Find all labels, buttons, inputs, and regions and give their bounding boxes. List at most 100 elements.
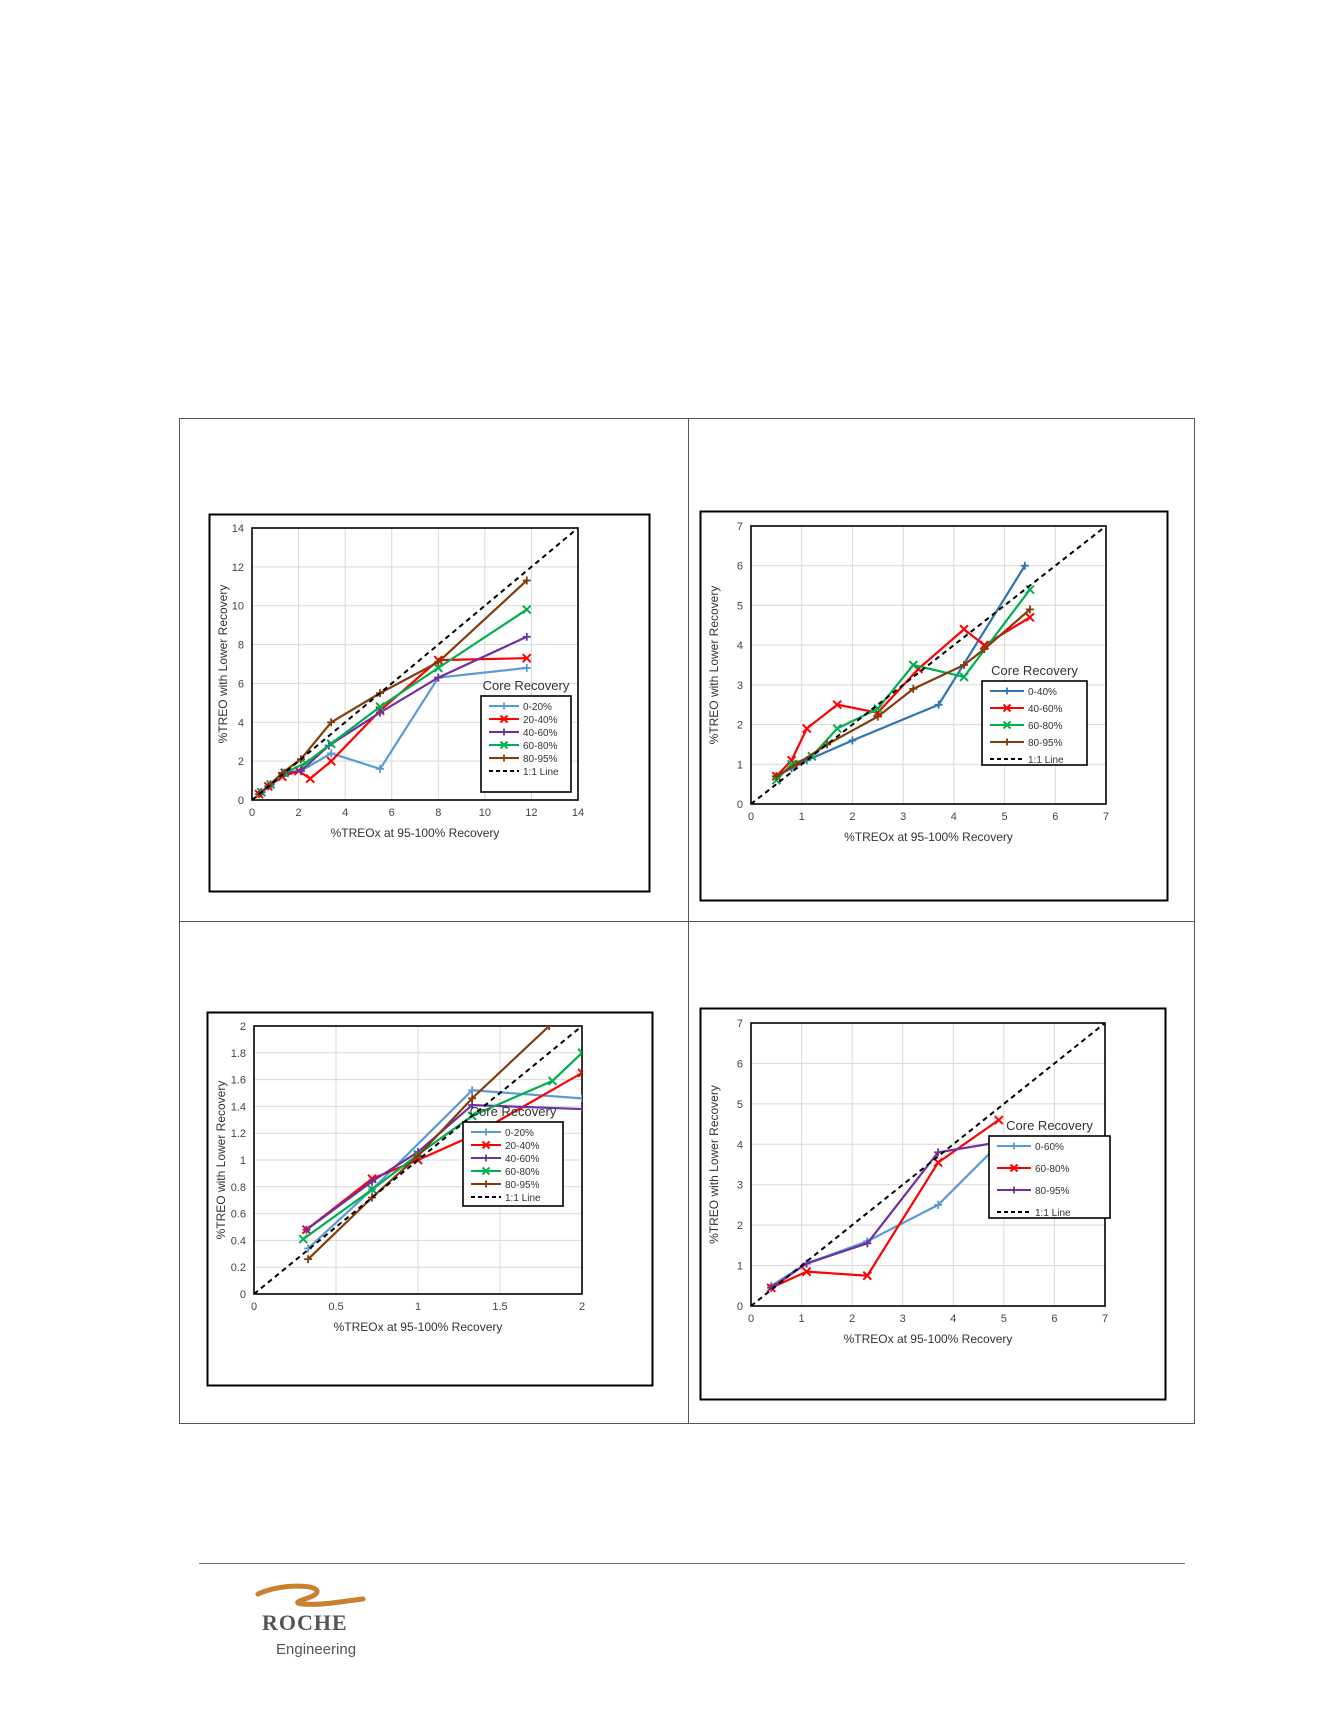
data-point-40-60 bbox=[578, 1105, 582, 1114]
legend-marker-20-40 bbox=[481, 1140, 491, 1150]
chart-bottom-right: 0 1 2 3 4 5 6 7 0 1 2 3 4 5 6 7 %TREOx at 95-100% Recove… bbox=[699, 1007, 1167, 1401]
legend-label-1-1-line: 1:1 Line bbox=[1028, 755, 1064, 766]
y-tick-label: 6 bbox=[238, 678, 244, 690]
legend-label-1-1-line: 1:1 Line bbox=[505, 1193, 541, 1204]
data-point-40-60 bbox=[468, 1101, 477, 1110]
y-tick-label: 1 bbox=[737, 1261, 743, 1273]
data-layer bbox=[751, 526, 1106, 804]
series-line-60-80 bbox=[775, 588, 1031, 781]
legend-marker-60-80 bbox=[481, 1166, 491, 1176]
legend-label-80-95: 80-95% bbox=[1028, 738, 1063, 749]
x-tick-label: 1 bbox=[799, 811, 805, 823]
data-point-80-95 bbox=[468, 1094, 477, 1103]
y-tick-label: 1.4 bbox=[231, 1101, 246, 1113]
x-tick-label: 2 bbox=[296, 807, 302, 819]
legend-label-0-60: 0-60% bbox=[1035, 1142, 1064, 1153]
legend-label-0-20: 0-20% bbox=[523, 702, 552, 713]
legend-marker-60-80 bbox=[499, 740, 509, 750]
y-tick-label: 0.4 bbox=[231, 1235, 246, 1247]
data-point-20-40 bbox=[305, 773, 315, 784]
data-point-0-40 bbox=[934, 700, 943, 709]
y-tick-label: 3 bbox=[737, 1180, 743, 1192]
data-point-40-60 bbox=[434, 673, 443, 682]
legend-title: Core Recovery bbox=[470, 1104, 557, 1119]
legend-title: Core Recovery bbox=[1006, 1118, 1093, 1133]
y-tick-label: 0.2 bbox=[231, 1262, 246, 1274]
data-point-80-95 bbox=[414, 1151, 422, 1160]
data-point-60-80 bbox=[873, 703, 883, 714]
x-tick-label: 0 bbox=[748, 811, 754, 823]
data-layer bbox=[252, 528, 578, 800]
data-point-80-95 bbox=[772, 772, 781, 781]
data-point-20-40 bbox=[326, 756, 336, 766]
y-tick-label: 3 bbox=[737, 680, 743, 692]
legend-label-40-60: 40-60% bbox=[523, 728, 558, 739]
data-point-80-95 bbox=[873, 712, 882, 721]
y-tick-label: 1 bbox=[240, 1155, 246, 1167]
legend-title: Core Recovery bbox=[483, 678, 570, 693]
x-tick-label: 3 bbox=[900, 1313, 906, 1325]
y-tick-label: 0 bbox=[238, 795, 244, 807]
legend-title: Core Recovery bbox=[991, 663, 1078, 678]
data-point-80-95 bbox=[522, 576, 531, 585]
data-point-60-80 bbox=[522, 604, 532, 615]
y-tick-label: 0.8 bbox=[231, 1182, 246, 1194]
x-tick-label: 5 bbox=[1001, 1313, 1007, 1325]
legend-label-80-95: 80-95% bbox=[523, 754, 558, 765]
x-tick-label: 6 bbox=[1051, 1313, 1057, 1325]
legend-marker-60-80 bbox=[1009, 1163, 1019, 1173]
data-point-40-60 bbox=[296, 766, 305, 775]
x-tick-label: 0 bbox=[251, 1301, 257, 1313]
x-tick-label: 4 bbox=[951, 811, 957, 823]
legend-box bbox=[981, 680, 1088, 766]
legend-box bbox=[462, 1121, 564, 1207]
data-point-80-95 bbox=[823, 740, 832, 749]
x-tick-label: 2 bbox=[849, 811, 855, 823]
x-axis-label: %TREOx at 95-100% Recovery bbox=[844, 1332, 1013, 1346]
chart-bottom-left: 0 0.5 1 1.5 2 0 0.2 0.4 0.6 0.8 1 1.2 1.4 1.6 1.8 2 %TRE… bbox=[206, 1011, 654, 1387]
data-point-80-95 bbox=[960, 661, 968, 669]
legend-label-40-60: 40-60% bbox=[1028, 704, 1063, 715]
data-point-40-60 bbox=[832, 700, 842, 710]
x-axis-label: %TREOx at 95-100% Recovery bbox=[331, 826, 500, 840]
legend-label-20-40: 20-40% bbox=[505, 1141, 540, 1152]
x-axis-label: %TREOx at 95-100% Recovery bbox=[844, 830, 1013, 844]
data-point-80-95 bbox=[434, 658, 443, 667]
data-point-40-60 bbox=[368, 1177, 377, 1186]
x-axis-label: %TREOx at 95-100% Recovery bbox=[334, 1320, 503, 1334]
data-point-80-95 bbox=[327, 718, 336, 727]
x-tick-label: 0 bbox=[249, 807, 255, 819]
x-tick-label: 1 bbox=[799, 1313, 805, 1325]
y-tick-label: 7 bbox=[737, 1018, 743, 1030]
legend-label-80-95: 80-95% bbox=[1035, 1186, 1070, 1197]
data-point-0-20 bbox=[468, 1086, 477, 1095]
y-tick-label: 6 bbox=[737, 561, 743, 573]
legend-label-60-80: 60-80% bbox=[1035, 1164, 1070, 1175]
data-point-0-60 bbox=[934, 1200, 943, 1209]
data-point-40-60 bbox=[522, 632, 531, 641]
data-point-40-60 bbox=[802, 723, 812, 734]
series-line-1-1-line bbox=[252, 528, 578, 800]
y-tick-label: 0 bbox=[737, 799, 743, 811]
y-tick-label: 1.8 bbox=[231, 1048, 246, 1060]
y-tick-label: 1 bbox=[737, 759, 743, 771]
data-point-80-95 bbox=[545, 1026, 554, 1030]
data-point-60-80 bbox=[326, 738, 336, 749]
y-axis-label: %TREO with Lower Recovery bbox=[707, 586, 721, 745]
y-axis-label: %TREO with Lower Recovery bbox=[216, 585, 230, 744]
legend-label-1-1-line: 1:1 Line bbox=[523, 767, 559, 778]
data-point-60-80 bbox=[801, 1266, 812, 1277]
y-tick-label: 7 bbox=[737, 521, 743, 533]
plot-area bbox=[251, 527, 579, 801]
legend-label-80-95: 80-95% bbox=[505, 1180, 540, 1191]
y-tick-label: 4 bbox=[238, 717, 244, 729]
data-point-0-20 bbox=[327, 749, 336, 758]
y-tick-label: 12 bbox=[232, 562, 244, 574]
y-tick-label: 2 bbox=[238, 756, 244, 768]
y-tick-label: 0 bbox=[240, 1289, 246, 1301]
series-line-60-80 bbox=[302, 1052, 582, 1240]
data-point-0-40 bbox=[1020, 561, 1029, 570]
data-point-60-80 bbox=[862, 1270, 873, 1281]
data-layer bbox=[254, 1026, 582, 1294]
y-tick-label: 2 bbox=[737, 1220, 743, 1232]
